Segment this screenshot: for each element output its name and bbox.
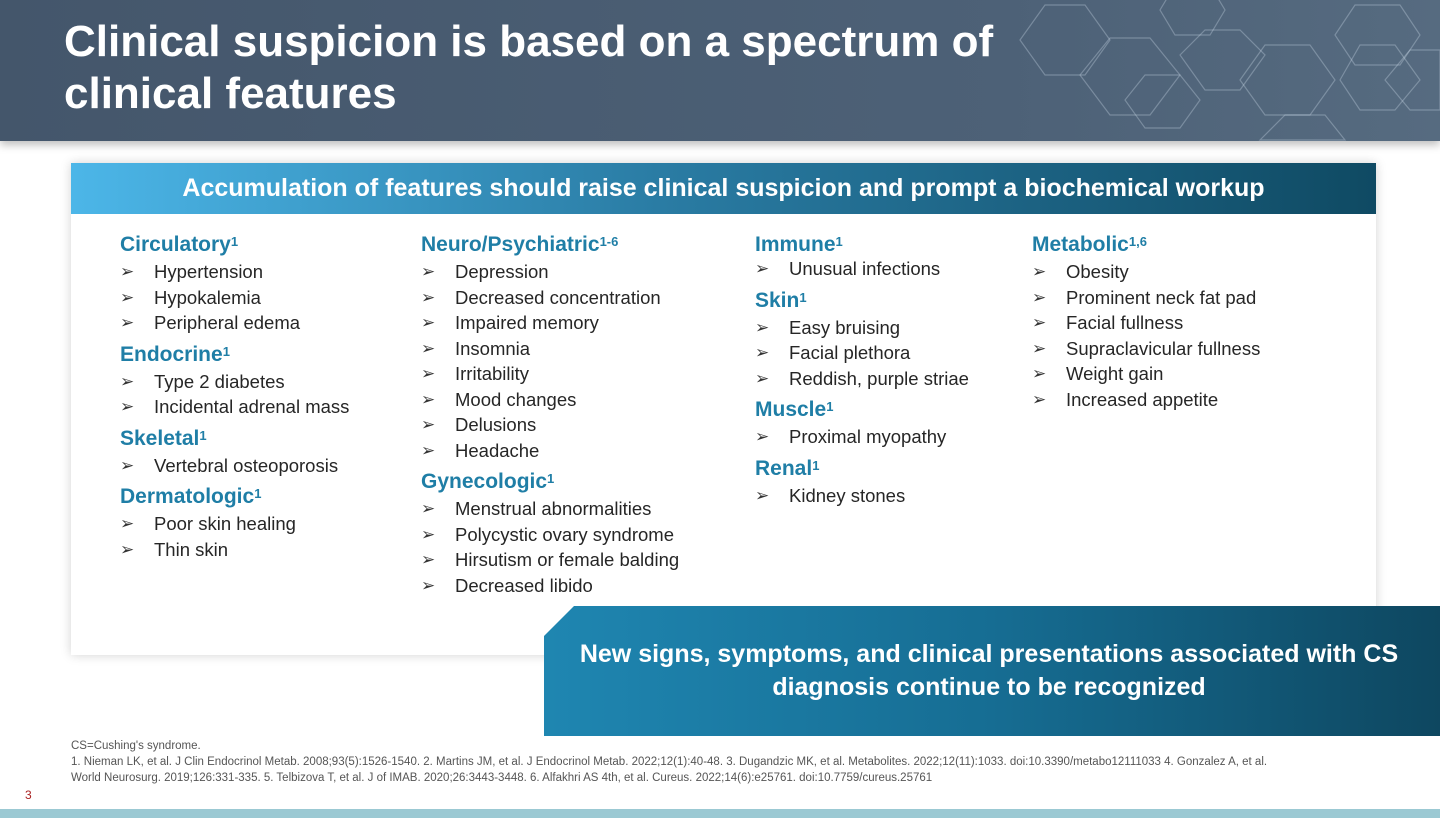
feature-group: Gynecologic1Menstrual abnormalitiesPolyc… (421, 469, 679, 598)
title-header: Clinical suspicion is based on a spectru… (0, 0, 1440, 141)
feature-item: Type 2 diabetes (120, 369, 349, 395)
feature-group: Muscle1Proximal myopathy (755, 397, 985, 450)
feature-item: Delusions (421, 412, 679, 438)
feature-item: Depression (421, 259, 679, 285)
feature-item: Thin skin (120, 537, 349, 563)
group-heading-text: Muscle (755, 398, 827, 421)
feature-group: Immune1Unusual infections (755, 232, 985, 282)
column-2: Neuro/Psychiatric1-6DepressionDecreased … (421, 232, 679, 598)
feature-group: Endocrine1Type 2 diabetesIncidental adre… (120, 342, 349, 420)
callout-box: New signs, symptoms, and clinical presen… (544, 606, 1440, 736)
feature-item: Weight gain (1032, 361, 1260, 387)
feature-item: Supraclavicular fullness (1032, 336, 1260, 362)
page-number: 3 (25, 788, 32, 802)
group-heading-text: Renal (755, 456, 813, 480)
feature-item: Peripheral edema (120, 310, 349, 336)
column-4: Metabolic1,6ObesityProminent neck fat pa… (1032, 232, 1260, 412)
citation-superscript: 1 (799, 289, 807, 305)
footnotes: CS=Cushing's syndrome. 1. Nieman LK, et … (71, 738, 1271, 786)
group-heading-text: Endocrine (120, 342, 223, 366)
feature-item: Hypertension (120, 259, 349, 285)
group-heading-text: Neuro/Psychiatric (421, 233, 600, 256)
group-heading: Dermatologic1 (120, 484, 349, 510)
feature-item: Headache (421, 438, 679, 464)
feature-item: Polycystic ovary syndrome (421, 522, 679, 548)
page-title: Clinical suspicion is based on a spectru… (64, 17, 994, 118)
group-heading-text: Dermatologic (120, 485, 255, 508)
citation-superscript: 1 (254, 486, 262, 501)
group-heading: Immune1 (755, 232, 985, 258)
group-heading: Skin1 (755, 288, 985, 314)
feature-item: Unusual infections (755, 256, 985, 282)
feature-item: Impaired memory (421, 310, 679, 336)
abbreviation-note: CS=Cushing's syndrome. (71, 740, 201, 752)
feature-item: Kidney stones (755, 483, 985, 509)
feature-group: Renal1Kidney stones (755, 456, 985, 509)
group-heading: Muscle1 (755, 397, 985, 423)
references: 1. Nieman LK, et al. J Clin Endocrinol M… (71, 756, 1268, 784)
feature-item: Vertebral osteoporosis (120, 453, 349, 479)
citation-superscript: 1 (230, 234, 239, 249)
citation-superscript: 1 (547, 471, 555, 486)
feature-group: Neuro/Psychiatric1-6DepressionDecreased … (421, 232, 679, 463)
citation-superscript: 1 (835, 234, 843, 249)
group-heading: Skeletal1 (120, 426, 349, 452)
group-heading-text: Circulatory (120, 233, 231, 256)
group-heading-text: Gynecologic (421, 470, 548, 493)
feature-item: Reddish, purple striae (755, 366, 985, 392)
column-3: Immune1Unusual infectionsSkin1Easy bruis… (755, 232, 985, 508)
group-heading-text: Metabolic (1032, 233, 1129, 256)
panel-banner: Accumulation of features should raise cl… (71, 163, 1376, 214)
group-heading: Renal1 (755, 456, 985, 482)
feature-group: Metabolic1,6ObesityProminent neck fat pa… (1032, 232, 1260, 412)
citation-superscript: 1 (826, 399, 834, 414)
feature-item: Decreased libido (421, 573, 679, 599)
feature-group: Dermatologic1Poor skin healingThin skin (120, 484, 349, 562)
group-heading: Metabolic1,6 (1032, 232, 1260, 258)
feature-item: Irritability (421, 361, 679, 387)
citation-superscript: 1 (812, 457, 820, 473)
feature-item: Hypokalemia (120, 285, 349, 311)
feature-item: Easy bruising (755, 315, 985, 341)
feature-item: Facial fullness (1032, 310, 1260, 336)
feature-item: Menstrual abnormalities (421, 496, 679, 522)
bottom-bar (0, 809, 1440, 818)
group-heading: Gynecologic1 (421, 469, 679, 495)
feature-item: Hirsutism or female balding (421, 547, 679, 573)
group-heading: Neuro/Psychiatric1-6 (421, 232, 679, 258)
group-heading: Circulatory1 (120, 232, 349, 258)
feature-group: Skeletal1Vertebral osteoporosis (120, 426, 349, 479)
column-1: Circulatory1HypertensionHypokalemiaPerip… (120, 232, 349, 562)
feature-item: Increased appetite (1032, 387, 1260, 413)
citation-superscript: 1-6 (599, 234, 619, 249)
citation-superscript: 1,6 (1128, 234, 1147, 249)
feature-item: Prominent neck fat pad (1032, 285, 1260, 311)
feature-item: Mood changes (421, 387, 679, 413)
hexagon-pattern-icon (1019, 0, 1440, 141)
feature-item: Poor skin healing (120, 511, 349, 537)
feature-group: Circulatory1HypertensionHypokalemiaPerip… (120, 232, 349, 336)
feature-group: Skin1Easy bruisingFacial plethoraReddish… (755, 288, 985, 392)
callout-text: New signs, symptoms, and clinical presen… (579, 640, 1399, 701)
feature-item: Incidental adrenal mass (120, 394, 349, 420)
feature-item: Decreased concentration (421, 285, 679, 311)
group-heading-text: Skin (755, 288, 800, 312)
citation-superscript: 1 (222, 343, 230, 359)
group-heading: Endocrine1 (120, 342, 349, 368)
citation-superscript: 1 (199, 427, 207, 443)
feature-item: Proximal myopathy (755, 424, 985, 450)
group-heading-text: Skeletal (120, 426, 200, 450)
feature-item: Facial plethora (755, 340, 985, 366)
feature-item: Obesity (1032, 259, 1260, 285)
group-heading-text: Immune (755, 233, 836, 256)
feature-item: Insomnia (421, 336, 679, 362)
